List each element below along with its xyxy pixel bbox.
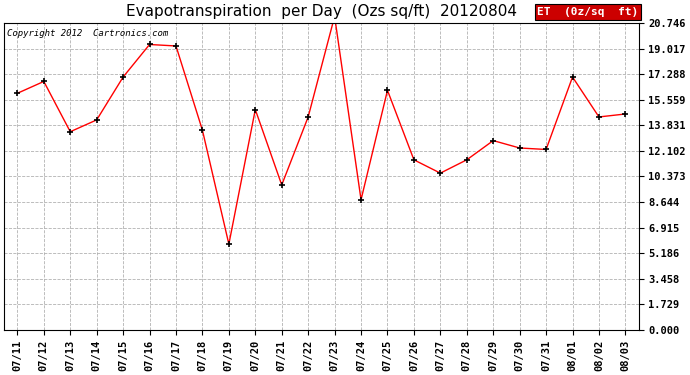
Title: Evapotranspiration  per Day  (Ozs sq/ft)  20120804: Evapotranspiration per Day (Ozs sq/ft) 2… — [126, 4, 517, 19]
Text: ET  (0z/sq  ft): ET (0z/sq ft) — [538, 7, 639, 17]
Text: Copyright 2012  Cartronics.com: Copyright 2012 Cartronics.com — [8, 29, 168, 38]
